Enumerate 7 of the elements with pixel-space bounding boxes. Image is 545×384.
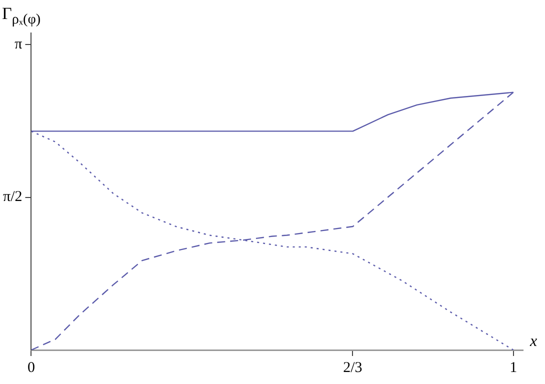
x-tick-label: 1 [510,360,518,376]
y-tick-label: π/2 [2,189,22,206]
y-axis-title: Γ$_{ρₓ(φ)}$ [2,4,41,28]
x-tick-label: 2/3 [343,360,362,376]
x-axis-title: x [530,333,538,351]
x-tick-label: 0 [27,360,35,376]
y-tick-label: π [14,36,23,52]
